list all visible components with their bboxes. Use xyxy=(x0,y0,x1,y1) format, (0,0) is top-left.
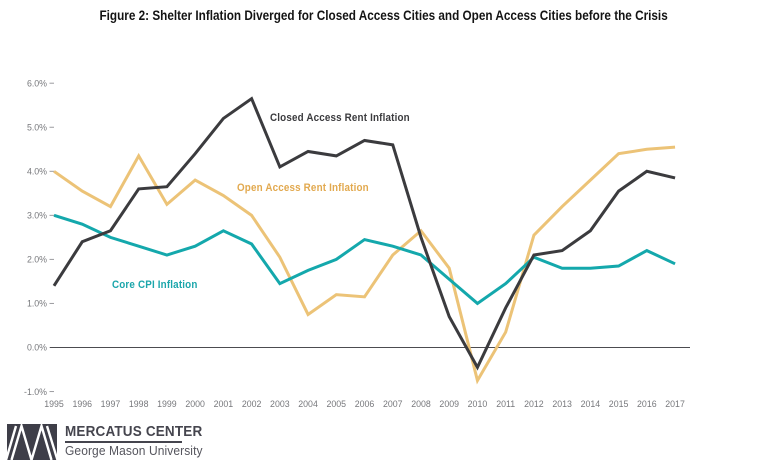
mercatus-logo-icon xyxy=(7,423,57,461)
logo-org-name: MERCATUS CENTER xyxy=(65,424,203,440)
series-line-core-cpi-inflation xyxy=(53,213,676,306)
x-tick-label: 2016 xyxy=(637,399,657,409)
mercatus-logo: MERCATUS CENTER George Mason University xyxy=(7,423,213,461)
x-tick-label: 1995 xyxy=(44,399,64,409)
x-tick-label: 2003 xyxy=(270,399,290,409)
y-tick-label: 4.0% xyxy=(27,167,47,177)
x-tick-label: 2007 xyxy=(383,399,403,409)
x-tick-label: 2010 xyxy=(468,399,488,409)
y-tick-label: 2.0% xyxy=(27,255,47,265)
y-tick-label: 6.0% xyxy=(27,78,47,88)
x-tick-label: 2009 xyxy=(439,399,459,409)
y-tick-label: 3.0% xyxy=(27,211,47,221)
y-tick-label: 0.0% xyxy=(27,343,47,353)
y-tick-label: 1.0% xyxy=(27,299,47,309)
x-tick-label: 2017 xyxy=(665,399,685,409)
y-tick-label: 5.0% xyxy=(27,122,47,132)
x-tick-label: 2000 xyxy=(185,399,205,409)
logo-divider xyxy=(65,441,182,443)
series-label: Core CPI Inflation xyxy=(112,278,198,291)
x-tick-label: 1996 xyxy=(72,399,92,409)
x-tick-label: 1998 xyxy=(129,399,149,409)
logo-university-name: George Mason University xyxy=(65,444,203,458)
x-tick-label: 2005 xyxy=(327,399,347,409)
x-tick-label: 2006 xyxy=(355,399,375,409)
x-tick-label: 1999 xyxy=(157,399,177,409)
mercatus-logo-text: MERCATUS CENTER George Mason University xyxy=(65,425,213,458)
x-tick-label: 2001 xyxy=(214,399,234,409)
series-line-closed-access-rent-inflation xyxy=(52,96,676,371)
x-tick-label: 2008 xyxy=(411,399,431,409)
x-tick-label: 1997 xyxy=(101,399,121,409)
x-tick-label: 2002 xyxy=(242,399,262,409)
x-tick-label: 2011 xyxy=(496,399,515,409)
x-tick-label: 2015 xyxy=(609,399,629,409)
x-tick-label: 2013 xyxy=(552,399,572,409)
figure-title-text: Figure 2: Shelter Inflation Diverged for… xyxy=(99,8,669,23)
x-tick-label: 2014 xyxy=(581,399,601,409)
series-label: Open Access Rent Inflation xyxy=(237,181,369,194)
x-tick-label: 2004 xyxy=(298,399,318,409)
y-tick-label: -1.0% xyxy=(24,387,47,397)
figure-title: Figure 2: Shelter Inflation Diverged for… xyxy=(0,8,768,23)
x-tick-label: 2012 xyxy=(524,399,544,409)
series-label: Closed Access Rent Inflation xyxy=(270,111,410,124)
